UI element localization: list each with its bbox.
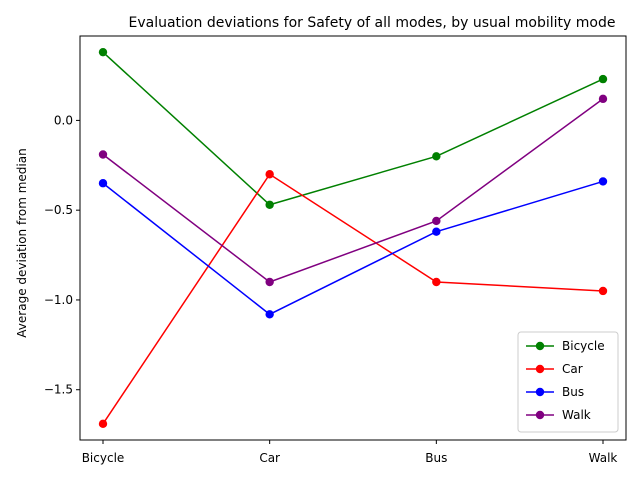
legend-marker-car (535, 364, 545, 374)
data-point-car (598, 286, 608, 296)
y-tick-label: −1.0 (44, 293, 73, 307)
data-point-bicycle (98, 47, 108, 57)
data-point-car (265, 170, 274, 179)
series-line-car (102, 173, 604, 425)
data-point-walk (432, 216, 441, 226)
series-line-bicycle (102, 51, 604, 206)
data-point-bus (598, 177, 608, 186)
data-point-bus (98, 179, 108, 188)
data-point-bus (265, 310, 274, 319)
x-tick-label: Walk (589, 451, 618, 465)
y-tick-label: −0.5 (44, 203, 73, 217)
data-point-walk (265, 277, 274, 287)
x-tick-label: Bus (425, 451, 447, 465)
x-tick-label: Car (259, 451, 280, 465)
legend-label-bus: Bus (562, 385, 584, 399)
axes-frame (79, 35, 627, 441)
y-tick-label: 0.0 (54, 113, 73, 127)
y-axis-label: Average deviation from median (15, 148, 29, 337)
data-point-walk (98, 150, 108, 159)
legend-marker-bus (535, 387, 545, 397)
series-line-walk (102, 98, 604, 283)
data-point-bicycle (432, 152, 441, 161)
legend-label-car: Car (562, 362, 583, 376)
legend-label-bicycle: Bicycle (562, 339, 605, 353)
data-point-car (98, 419, 108, 429)
legend-marker-bicycle (535, 341, 545, 351)
x-tick-label: Bicycle (82, 451, 125, 465)
plot-area: Bicycle Car Bus Walk −1.5 −1.0 −0.5 0.0 (44, 35, 627, 465)
legend: Bicycle Car Bus Walk (517, 331, 619, 433)
data-point-bicycle (265, 200, 274, 209)
data-point-bicycle (598, 74, 608, 84)
legend-box (517, 331, 619, 433)
data-point-walk (598, 94, 608, 104)
legend-marker-walk (535, 410, 545, 420)
chart-title: Evaluation deviations for Safety of all … (129, 15, 616, 31)
legend-label-walk: Walk (562, 408, 591, 422)
data-point-car (432, 277, 441, 287)
series-line-bus (102, 180, 604, 316)
data-point-bus (432, 227, 441, 236)
y-tick-label: −1.5 (44, 383, 73, 397)
